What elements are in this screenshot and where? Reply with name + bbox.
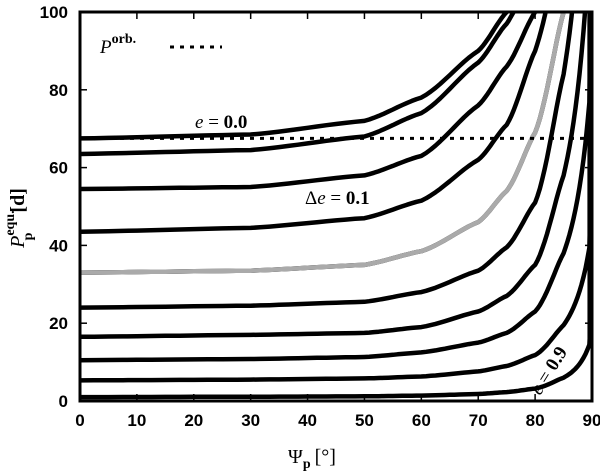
x-axis-subscript: p [303,457,311,472]
x-axis-label: Ψp [°] [288,446,336,472]
curves-group [80,12,592,400]
y-tick-label: 60 [49,159,68,178]
ticks-group: 0 10 20 30 40 50 60 70 80 90 0 20 40 60 80 100 [40,3,600,430]
curve-e-0 [80,12,510,141]
x-tick-label: 60 [412,411,431,430]
curve-e-0-9 [80,12,592,383]
y-tick-label: 20 [49,314,68,333]
x-tick-label: 10 [127,411,146,430]
curve-e-0-6 [80,12,575,310]
annotation-e0-value: 0.0 [224,112,248,133]
x-tick-label: 30 [241,411,260,430]
curve-e-0-3 [80,12,548,235]
y-tick-label: 0 [59,392,68,411]
annotation-e9: e = 0.9 [526,343,572,399]
x-tick-label: 20 [184,411,203,430]
annotation-e0-eq: = [203,112,223,133]
annotation-delta-e: Δe = 0.1 [305,188,370,209]
x-tick-label: 70 [469,411,488,430]
curve-e-0-7 [80,12,588,340]
y-tick-label: 40 [49,236,68,255]
y-axis-unit: [d] [7,188,29,212]
annotation-e0: e = 0.0 [195,112,247,133]
annotation-delta-eq: = [326,188,346,209]
y-tick-label: 80 [49,81,68,100]
annotation-delta-symbol: Δ [305,188,317,209]
x-tick-label: 80 [526,411,545,430]
legend-label: Porb. [99,32,136,58]
annotation-delta-var: e [317,188,325,209]
curve-e-0-2 [80,12,538,192]
y-axis-label: Pequ.p [d] [3,188,36,249]
x-tick-label: 90 [583,411,600,430]
curve-e-0-1 [80,12,517,157]
annotation-delta-value: 0.1 [346,188,370,209]
x-tick-label: 50 [355,411,374,430]
legend: Porb. [99,32,222,58]
annotation-e0-var: e [195,112,203,133]
x-axis-unit: [°] [315,446,336,468]
y-axis-subscript: p [21,232,36,240]
x-tick-label: 0 [75,411,84,430]
curve-e-0-95 [80,12,592,400]
plot-frame [78,10,594,403]
x-tick-label: 40 [298,411,317,430]
curve-e-0-5 [80,12,566,275]
curve-e-0-8 [80,12,592,363]
y-axis-symbol: P [7,236,29,249]
legend-symbol: P [99,37,112,58]
legend-superscript: orb. [112,32,137,47]
x-axis-symbol: Ψ [288,446,303,468]
y-axis-superscript: equ. [3,210,18,235]
y-tick-label: 100 [40,3,68,22]
